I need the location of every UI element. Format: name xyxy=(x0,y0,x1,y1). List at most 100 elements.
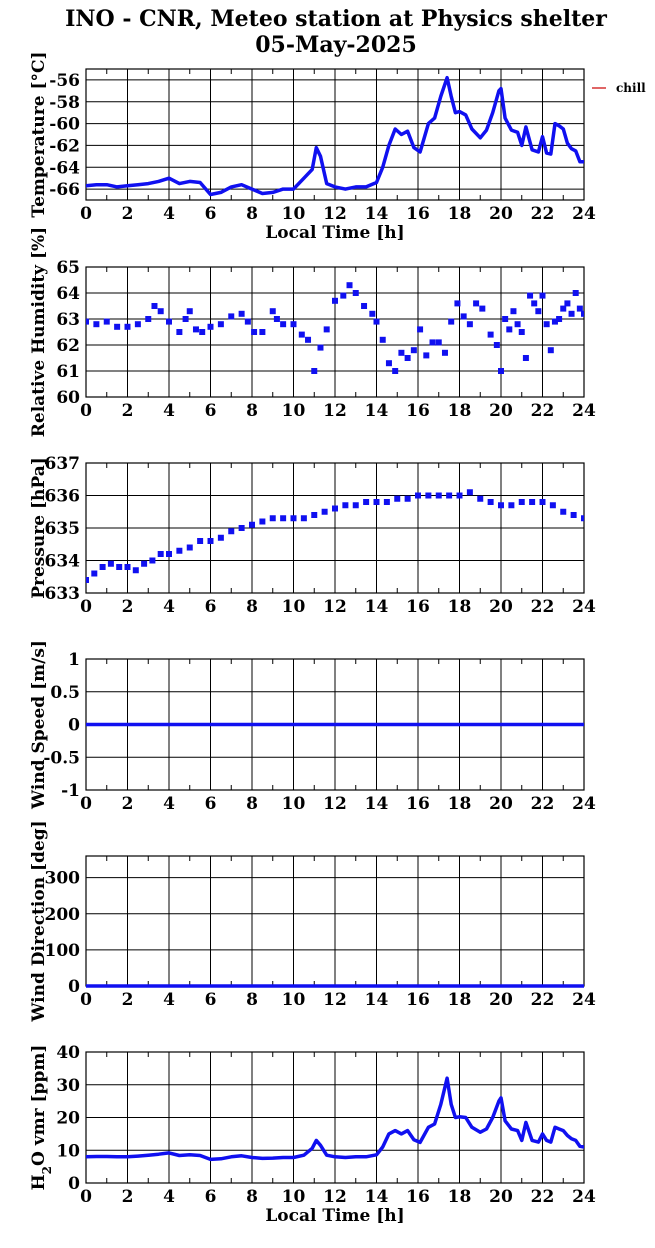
x-tick-label: 20 xyxy=(489,597,513,617)
data-point xyxy=(132,567,139,574)
data-point xyxy=(238,525,245,531)
y-tick-label: 62 xyxy=(56,336,80,356)
data-point xyxy=(560,305,567,312)
data-point xyxy=(280,515,287,522)
data-point xyxy=(228,313,235,320)
data-point xyxy=(134,321,141,328)
data-point xyxy=(581,310,584,317)
data-point xyxy=(340,292,347,299)
data-point xyxy=(410,347,417,354)
data-point xyxy=(157,308,164,315)
x-tick-label: 14 xyxy=(365,794,389,814)
data-point xyxy=(535,308,542,315)
data-point xyxy=(581,515,584,522)
data-point xyxy=(522,355,529,361)
x-tick-label: 0 xyxy=(80,401,92,421)
panel-humidity: 0 2 4 6 8 10 12 14 16 18 20 22 24606162636465Relativ… xyxy=(29,227,596,437)
data-point xyxy=(244,318,251,325)
x-tick-label: 24 xyxy=(572,204,596,224)
data-point xyxy=(570,512,577,518)
data-point xyxy=(176,547,183,554)
y-axis-label: Relative Humidity [%] xyxy=(29,227,49,437)
series-line xyxy=(86,1076,584,1162)
data-point xyxy=(369,310,376,317)
y-tick-label: -64 xyxy=(49,158,80,178)
y-tick-label: 30 xyxy=(56,1076,80,1096)
x-tick-label: 4 xyxy=(163,401,175,421)
x-tick-label: 16 xyxy=(406,597,430,617)
panel-pressure: 0 2 4 6 8 10 12 14 16 18 20 22 24633634635636637Pres… xyxy=(29,454,596,617)
x-tick-label: 24 xyxy=(572,794,596,814)
data-point xyxy=(86,318,89,325)
y-tick-label: 100 xyxy=(45,941,81,961)
y-tick-label: 10 xyxy=(56,1141,80,1161)
y-tick-label: -60 xyxy=(49,115,80,135)
x-tick-label: 12 xyxy=(323,990,347,1010)
y-tick-label: 61 xyxy=(56,362,80,382)
y-tick-label: 637 xyxy=(45,454,81,474)
y-tick-label: -58 xyxy=(49,93,80,113)
x-tick-label: 2 xyxy=(122,597,134,617)
x-tick-label: 12 xyxy=(323,204,347,224)
y-axis-label-part: H xyxy=(29,1174,49,1190)
x-tick-label: 24 xyxy=(572,597,596,617)
data-point xyxy=(186,308,193,315)
y-axis-label: Temperature [°C] xyxy=(29,51,49,217)
x-tick-label: 8 xyxy=(246,794,258,814)
data-point xyxy=(394,495,401,502)
x-tick-label: 4 xyxy=(163,597,175,617)
x-tick-label: 0 xyxy=(80,1187,92,1207)
data-point xyxy=(529,499,536,505)
data-point xyxy=(352,502,359,509)
plot-frame xyxy=(85,266,585,398)
data-point xyxy=(498,502,504,509)
data-point xyxy=(157,551,164,557)
x-tick-label: 12 xyxy=(323,1187,347,1207)
data-point xyxy=(441,349,448,356)
data-point xyxy=(352,290,359,296)
data-point xyxy=(539,499,546,505)
x-tick-label: 22 xyxy=(531,794,555,814)
data-point xyxy=(217,321,224,328)
data-point xyxy=(269,308,276,315)
data-point xyxy=(564,300,571,307)
data-point xyxy=(487,499,494,505)
data-point xyxy=(379,336,386,343)
x-tick-label: 16 xyxy=(406,794,430,814)
x-tick-label: 8 xyxy=(246,990,258,1010)
data-point xyxy=(392,368,399,374)
data-point xyxy=(363,499,370,505)
data-point xyxy=(479,305,486,312)
x-tick-label: 20 xyxy=(489,1187,513,1207)
data-point xyxy=(238,310,245,317)
y-tick-label: -66 xyxy=(49,180,80,200)
data-point xyxy=(404,495,411,502)
x-tick-label: 8 xyxy=(246,597,258,617)
data-point xyxy=(269,515,276,522)
data-point xyxy=(514,321,521,328)
data-point xyxy=(487,331,494,338)
data-point xyxy=(510,308,517,315)
y-tick-label: 0 xyxy=(68,977,80,997)
data-point xyxy=(502,316,509,322)
data-point xyxy=(568,310,575,317)
data-point xyxy=(103,318,110,325)
data-point xyxy=(466,321,473,328)
x-tick-label: 0 xyxy=(80,990,92,1010)
y-tick-label: -0.5 xyxy=(43,748,80,768)
x-tick-label: 0 xyxy=(80,597,92,617)
y-tick-label: 64 xyxy=(56,284,80,304)
data-point xyxy=(251,329,258,335)
x-tick-label: 16 xyxy=(406,1187,430,1207)
x-tick-label: 18 xyxy=(448,597,472,617)
data-point xyxy=(531,300,538,307)
data-point xyxy=(527,292,534,299)
data-point xyxy=(197,538,204,544)
data-point xyxy=(547,347,554,354)
y-axis-label-subscript: 2 xyxy=(40,1166,54,1174)
x-tick-label: 10 xyxy=(282,990,306,1010)
x-tick-label: 20 xyxy=(489,401,513,421)
y-tick-label: 200 xyxy=(45,905,81,925)
